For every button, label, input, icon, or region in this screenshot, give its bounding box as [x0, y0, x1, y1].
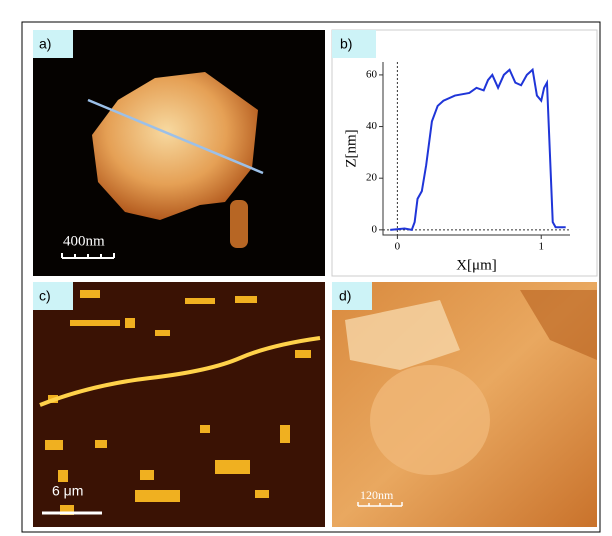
crystal-fragment: [230, 200, 248, 248]
x-tick-label: 1: [538, 241, 544, 253]
scale-bar-label: 6 μm: [52, 483, 83, 499]
y-axis-label: Z[nm]: [343, 129, 359, 167]
panel-label: d): [339, 288, 351, 304]
label-box: [332, 30, 376, 58]
y-tick-label: 20: [366, 172, 378, 184]
x-axis-label: X[μm]: [456, 257, 497, 273]
scale-bar-label: 400nm: [63, 233, 105, 249]
y-tick-label: 0: [372, 223, 378, 235]
panel-label: c): [39, 288, 51, 304]
x-tick-label: 0: [395, 241, 401, 253]
y-tick-label: 40: [366, 120, 378, 132]
label-box: [332, 282, 372, 310]
figure: a) 400nm b) 020406001X[μm]Z[nm] c) 6 μm …: [0, 0, 612, 536]
y-tick-label: 60: [366, 68, 378, 80]
panel-b: [332, 30, 597, 276]
panel-label: b): [340, 36, 352, 52]
terrace: [370, 365, 490, 475]
scale-bar-label: 120nm: [360, 488, 394, 502]
panel-label: a): [39, 36, 51, 52]
